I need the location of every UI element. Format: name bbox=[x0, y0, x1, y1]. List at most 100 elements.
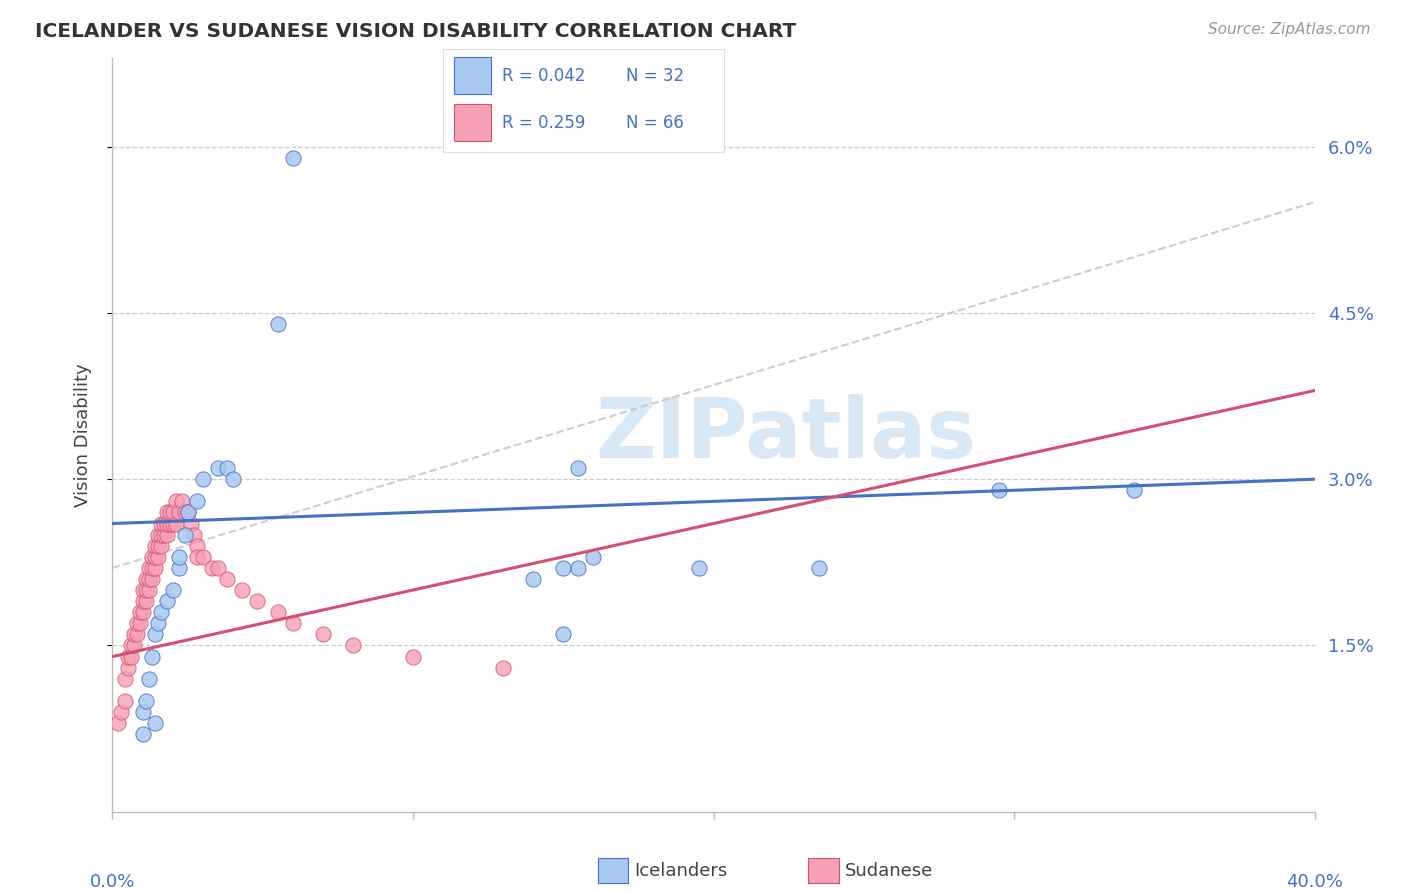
Point bbox=[215, 572, 238, 586]
Point bbox=[138, 561, 160, 575]
Point bbox=[162, 505, 184, 519]
Point bbox=[141, 649, 163, 664]
Point bbox=[120, 639, 142, 653]
Point bbox=[170, 494, 193, 508]
Point bbox=[125, 627, 148, 641]
Text: R = 0.259: R = 0.259 bbox=[502, 114, 585, 132]
Point bbox=[110, 705, 132, 719]
Text: N = 32: N = 32 bbox=[626, 67, 683, 85]
Point bbox=[201, 561, 224, 575]
Bar bbox=[454, 104, 491, 141]
Point bbox=[162, 582, 184, 597]
Point bbox=[143, 549, 166, 564]
Point bbox=[135, 572, 157, 586]
Point bbox=[191, 549, 214, 564]
Text: ZIPatlas: ZIPatlas bbox=[595, 394, 976, 475]
Point bbox=[152, 527, 174, 541]
Point bbox=[107, 716, 129, 731]
Point bbox=[155, 527, 177, 541]
Point bbox=[522, 572, 544, 586]
Point bbox=[131, 605, 153, 619]
Text: Source: ZipAtlas.com: Source: ZipAtlas.com bbox=[1208, 22, 1371, 37]
Point bbox=[807, 561, 830, 575]
Point bbox=[143, 561, 166, 575]
Point bbox=[131, 705, 153, 719]
Point bbox=[567, 461, 589, 475]
Point bbox=[173, 505, 195, 519]
Point bbox=[186, 494, 208, 508]
Point bbox=[117, 649, 139, 664]
Bar bbox=[454, 57, 491, 95]
Point bbox=[312, 627, 335, 641]
Point bbox=[120, 649, 142, 664]
Text: 0.0%: 0.0% bbox=[90, 872, 135, 891]
Point bbox=[231, 582, 253, 597]
Point bbox=[186, 539, 208, 553]
Text: 40.0%: 40.0% bbox=[1286, 872, 1343, 891]
Point bbox=[553, 627, 575, 641]
Point bbox=[128, 605, 150, 619]
Point bbox=[402, 649, 425, 664]
Point bbox=[155, 505, 177, 519]
Point bbox=[553, 561, 575, 575]
Point bbox=[135, 582, 157, 597]
Point bbox=[149, 539, 172, 553]
Point bbox=[567, 561, 589, 575]
Point bbox=[267, 317, 290, 331]
Point bbox=[176, 505, 198, 519]
Point bbox=[138, 572, 160, 586]
Text: R = 0.042: R = 0.042 bbox=[502, 67, 585, 85]
Point bbox=[281, 616, 304, 631]
Point bbox=[246, 594, 269, 608]
Point bbox=[186, 549, 208, 564]
Point bbox=[138, 582, 160, 597]
Point bbox=[143, 627, 166, 641]
Point bbox=[167, 561, 190, 575]
Point bbox=[180, 516, 202, 531]
Point bbox=[222, 472, 245, 486]
Point bbox=[149, 527, 172, 541]
Point bbox=[176, 505, 198, 519]
Point bbox=[281, 151, 304, 165]
Point bbox=[114, 672, 136, 686]
Point bbox=[342, 639, 364, 653]
Point bbox=[167, 549, 190, 564]
Point bbox=[159, 516, 181, 531]
Text: Icelanders: Icelanders bbox=[634, 862, 727, 880]
Y-axis label: Vision Disability: Vision Disability bbox=[73, 363, 91, 507]
Point bbox=[165, 516, 187, 531]
Point bbox=[141, 572, 163, 586]
Point bbox=[165, 494, 187, 508]
Point bbox=[1123, 483, 1146, 498]
Point bbox=[141, 561, 163, 575]
Point bbox=[143, 716, 166, 731]
Point bbox=[207, 561, 229, 575]
Point bbox=[152, 516, 174, 531]
Text: N = 66: N = 66 bbox=[626, 114, 683, 132]
Point bbox=[159, 505, 181, 519]
Point bbox=[146, 616, 169, 631]
Point bbox=[155, 516, 177, 531]
Point bbox=[114, 694, 136, 708]
Point bbox=[117, 660, 139, 674]
Point bbox=[582, 549, 605, 564]
Point bbox=[988, 483, 1011, 498]
Text: ICELANDER VS SUDANESE VISION DISABILITY CORRELATION CHART: ICELANDER VS SUDANESE VISION DISABILITY … bbox=[35, 22, 796, 41]
Point bbox=[162, 516, 184, 531]
Point bbox=[131, 594, 153, 608]
Point bbox=[215, 461, 238, 475]
Point bbox=[207, 461, 229, 475]
Point bbox=[143, 539, 166, 553]
Point bbox=[688, 561, 710, 575]
Point bbox=[492, 660, 515, 674]
Point bbox=[135, 594, 157, 608]
Point bbox=[138, 672, 160, 686]
Point bbox=[122, 627, 145, 641]
Point bbox=[183, 527, 205, 541]
Point bbox=[149, 516, 172, 531]
Point bbox=[149, 605, 172, 619]
Point bbox=[141, 549, 163, 564]
Point bbox=[122, 639, 145, 653]
Point bbox=[191, 472, 214, 486]
Point bbox=[128, 616, 150, 631]
